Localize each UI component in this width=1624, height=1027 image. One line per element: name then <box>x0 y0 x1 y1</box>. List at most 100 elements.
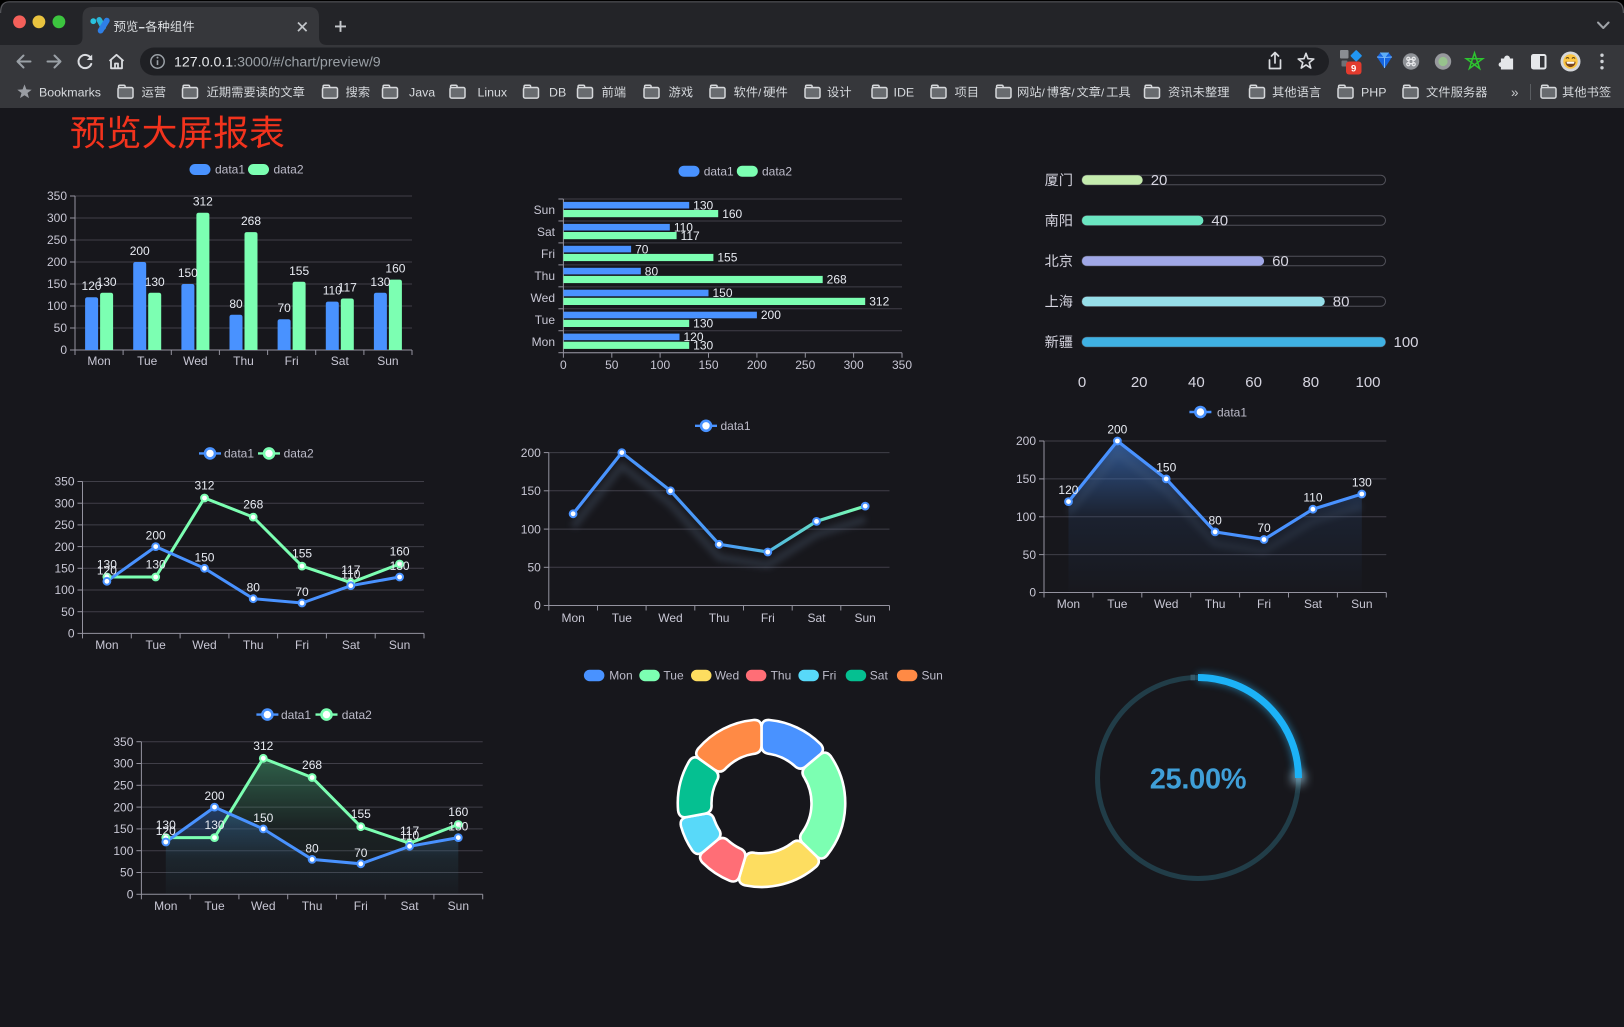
svg-text:Thu: Thu <box>243 638 264 652</box>
svg-text:Sun: Sun <box>448 899 469 913</box>
svg-text:Wed: Wed <box>1154 597 1178 611</box>
svg-text:data1: data1 <box>1217 405 1247 419</box>
svg-text:80: 80 <box>1302 374 1319 391</box>
svg-text:50: 50 <box>527 560 541 574</box>
svg-text:117: 117 <box>681 229 700 243</box>
svg-text:130: 130 <box>390 559 410 573</box>
svg-text:110: 110 <box>341 568 360 582</box>
svg-text:120: 120 <box>97 563 117 577</box>
svg-text:100: 100 <box>1394 334 1419 351</box>
svg-text:150: 150 <box>253 811 273 825</box>
svg-text:Mon: Mon <box>87 354 110 368</box>
svg-text:117: 117 <box>341 563 360 577</box>
svg-text:Thu: Thu <box>1205 597 1226 611</box>
svg-text:50: 50 <box>1023 548 1037 562</box>
svg-text:110: 110 <box>1303 491 1322 505</box>
svg-text:155: 155 <box>717 251 737 265</box>
svg-text:150: 150 <box>1156 460 1176 474</box>
svg-text:300: 300 <box>54 496 74 510</box>
svg-text:Tue: Tue <box>1107 597 1128 611</box>
svg-text:117: 117 <box>338 281 357 295</box>
svg-text:Fri: Fri <box>354 899 368 913</box>
svg-text:80: 80 <box>645 264 659 278</box>
svg-text:data1: data1 <box>721 419 751 433</box>
svg-text:70: 70 <box>1257 521 1271 535</box>
svg-text:200: 200 <box>130 244 150 258</box>
svg-text:60: 60 <box>1245 374 1262 391</box>
svg-text:Tue: Tue <box>612 611 633 625</box>
svg-text:DB: DB <box>549 86 566 100</box>
svg-text:200: 200 <box>747 358 767 372</box>
svg-text:9: 9 <box>1351 64 1356 75</box>
svg-text:0: 0 <box>534 599 541 613</box>
svg-text:Mon: Mon <box>154 899 177 913</box>
svg-text:160: 160 <box>390 544 410 558</box>
svg-text:250: 250 <box>795 358 815 372</box>
svg-text:100: 100 <box>1355 374 1380 391</box>
svg-text:Tue: Tue <box>663 669 684 683</box>
svg-text:Sun: Sun <box>1351 597 1372 611</box>
svg-text:Sun: Sun <box>377 354 398 368</box>
svg-text:312: 312 <box>869 295 889 309</box>
svg-text:100: 100 <box>54 583 74 597</box>
svg-text:0: 0 <box>1029 586 1036 600</box>
svg-text:Sat: Sat <box>870 669 889 683</box>
svg-text:200: 200 <box>1107 423 1127 437</box>
svg-text:Fri: Fri <box>285 354 299 368</box>
svg-text:data1: data1 <box>281 708 311 722</box>
svg-text:data1: data1 <box>224 447 254 461</box>
svg-text:PHP: PHP <box>1361 86 1386 100</box>
svg-text:/: / <box>758 88 762 100</box>
svg-text:50: 50 <box>605 358 619 372</box>
svg-text:0: 0 <box>1078 374 1086 391</box>
svg-text:80: 80 <box>247 581 261 595</box>
svg-text:350: 350 <box>54 475 74 489</box>
svg-text:Wed: Wed <box>251 899 275 913</box>
svg-text:155: 155 <box>289 264 309 278</box>
svg-text:40: 40 <box>1211 213 1228 230</box>
svg-text:250: 250 <box>113 779 133 793</box>
svg-text:Wed: Wed <box>658 611 682 625</box>
svg-text:Bookmarks: Bookmarks <box>39 86 101 100</box>
svg-text:350: 350 <box>892 358 912 372</box>
svg-text:Mon: Mon <box>1057 597 1080 611</box>
svg-text:130: 130 <box>693 198 713 212</box>
svg-text:data1: data1 <box>215 163 245 177</box>
svg-text:Thu: Thu <box>534 269 555 283</box>
svg-text:data2: data2 <box>342 708 372 722</box>
svg-text:130: 130 <box>205 818 225 832</box>
svg-text:130: 130 <box>693 339 713 353</box>
svg-text:100: 100 <box>113 844 133 858</box>
svg-text:70: 70 <box>354 846 368 860</box>
svg-text:200: 200 <box>205 789 225 803</box>
svg-text:350: 350 <box>47 189 67 203</box>
svg-text:127.0.0.1:3000/#/chart/preview: 127.0.0.1:3000/#/chart/preview/9 <box>174 55 381 71</box>
svg-text:312: 312 <box>194 478 214 492</box>
svg-text:20: 20 <box>1131 374 1148 391</box>
svg-text:0: 0 <box>68 627 75 641</box>
svg-text:70: 70 <box>635 242 649 256</box>
svg-text:Fri: Fri <box>295 638 309 652</box>
svg-text:50: 50 <box>54 321 68 335</box>
svg-text:Java: Java <box>409 86 435 100</box>
svg-text:312: 312 <box>253 739 273 753</box>
svg-text:200: 200 <box>146 529 166 543</box>
svg-text:80: 80 <box>1208 513 1222 527</box>
svg-text:160: 160 <box>722 207 742 221</box>
svg-text:150: 150 <box>47 277 67 291</box>
svg-text:Tue: Tue <box>137 354 158 368</box>
svg-text:Tue: Tue <box>535 313 556 327</box>
svg-text:Linux: Linux <box>478 86 508 100</box>
svg-text:25.00%: 25.00% <box>1150 764 1247 796</box>
svg-text:130: 130 <box>97 557 117 571</box>
svg-text:200: 200 <box>54 540 74 554</box>
svg-text:110: 110 <box>674 220 693 234</box>
svg-text:150: 150 <box>54 562 74 576</box>
svg-text:/: / <box>1042 88 1046 100</box>
svg-text:110: 110 <box>323 284 342 298</box>
svg-text:312: 312 <box>193 195 213 209</box>
svg-text:300: 300 <box>844 358 864 372</box>
svg-text:Thu: Thu <box>302 899 323 913</box>
svg-text:130: 130 <box>370 275 390 289</box>
svg-text:0: 0 <box>560 358 567 372</box>
